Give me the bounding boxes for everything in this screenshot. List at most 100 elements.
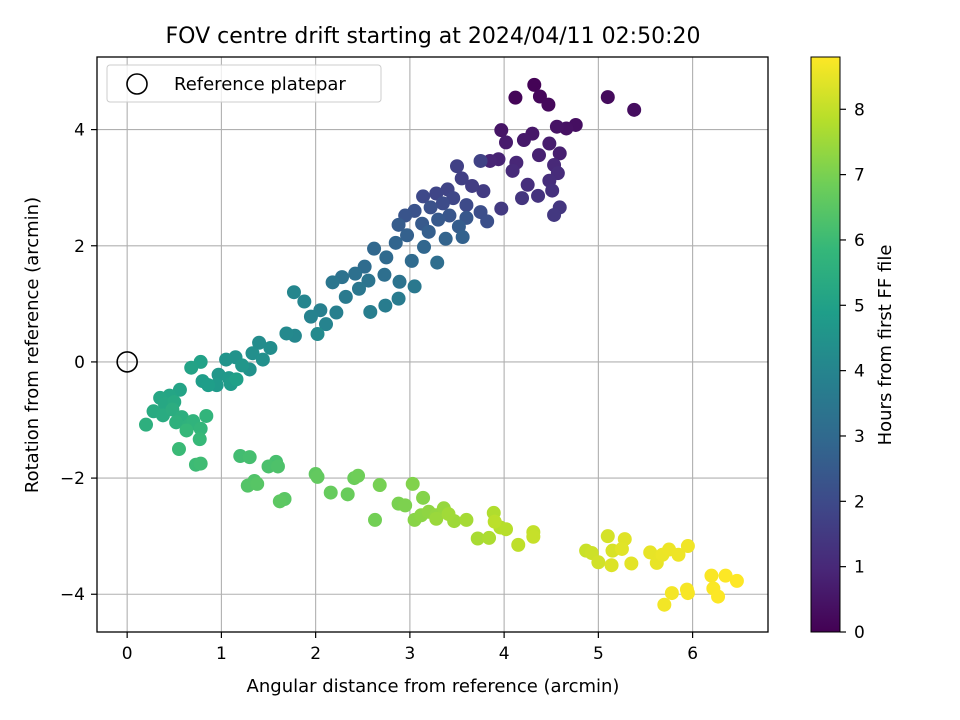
scatter-point: [297, 294, 312, 309]
scatter-point: [417, 239, 432, 254]
scatter-point: [680, 539, 695, 554]
scatter-point: [729, 573, 744, 588]
scatter-point: [455, 230, 470, 245]
scatter-point: [388, 235, 403, 250]
scatter-point: [627, 102, 642, 117]
scatter-point: [416, 490, 431, 505]
scatter-point: [459, 512, 474, 527]
scatter-point: [171, 442, 186, 457]
scatter-point: [470, 531, 485, 546]
scatter-point: [242, 450, 257, 465]
scatter-point: [511, 537, 526, 552]
scatter-point: [423, 200, 438, 215]
scatter-point: [319, 317, 334, 332]
scatter-point: [377, 267, 392, 282]
scatter-point: [323, 485, 338, 500]
x-tick-label: 6: [687, 644, 698, 664]
legend-label: Reference platepar: [174, 74, 346, 95]
x-tick-label: 2: [310, 644, 321, 664]
scatter-point: [351, 468, 366, 483]
data-points: [139, 77, 744, 612]
scatter-point: [545, 183, 560, 198]
scatter-point: [429, 511, 444, 526]
scatter-point: [711, 589, 726, 604]
scatter-point: [450, 159, 465, 174]
scatter-point: [441, 507, 456, 522]
scatter-point: [718, 568, 733, 583]
scatter-point: [499, 135, 514, 150]
legend: Reference platepar: [106, 64, 382, 103]
scatter-point: [348, 266, 363, 281]
scatter-point: [250, 476, 265, 491]
colorbar-tick-label: 0: [854, 623, 865, 643]
scatter-point: [192, 432, 207, 447]
x-tick-label: 0: [122, 644, 133, 664]
legend-box: [106, 64, 382, 103]
scatter-point: [438, 231, 453, 246]
scatter-point: [552, 146, 567, 161]
scatter-point: [310, 469, 325, 484]
scatter-point: [398, 498, 413, 513]
scatter-point: [229, 372, 244, 387]
scatter-point: [454, 171, 469, 186]
scatter-point: [361, 273, 376, 288]
scatter-point: [367, 241, 382, 256]
x-tick-label: 4: [499, 644, 510, 664]
y-tick-label: 4: [74, 121, 85, 141]
scatter-point: [272, 494, 287, 509]
scatter-point: [435, 196, 450, 211]
colorbar-tick-label: 1: [854, 558, 865, 578]
scatter-point: [482, 530, 497, 545]
scatter-point: [165, 402, 180, 417]
scatter-point: [172, 382, 187, 397]
scatter-point: [664, 586, 679, 601]
scatter-point: [480, 214, 495, 229]
scatter-point: [508, 90, 523, 105]
scatter-point: [405, 476, 420, 491]
grid-lines: [97, 57, 768, 632]
scatter-point: [604, 558, 619, 573]
scatter-point: [325, 275, 340, 290]
colorbar-tick-label: 3: [854, 427, 865, 447]
scatter-point: [255, 352, 270, 367]
reference-point-marker: [116, 351, 138, 373]
scatter-point: [169, 415, 184, 430]
scatter-point: [505, 163, 520, 178]
scatter-point: [270, 459, 285, 474]
scatter-point: [459, 198, 474, 213]
plot-frame: [96, 56, 769, 633]
scatter-point: [465, 178, 480, 193]
colorbar-tick-label: 5: [854, 296, 865, 316]
colorbar-tick-label: 2: [854, 492, 865, 512]
colorbar: [810, 56, 841, 633]
scatter-point: [542, 136, 557, 151]
scatter-point: [494, 123, 509, 138]
scatter-point: [199, 408, 214, 423]
scatter-point: [473, 153, 488, 168]
scatter-point: [671, 547, 686, 562]
scatter-point: [235, 358, 250, 373]
x-tick-label: 5: [593, 644, 604, 664]
chart-title: FOV centre drift starting at 2024/04/11 …: [166, 24, 701, 49]
scatter-point: [494, 201, 509, 216]
scatter-point: [338, 289, 353, 304]
scatter-point: [600, 529, 615, 544]
scatter-point: [400, 228, 415, 243]
scatter-point: [310, 327, 325, 342]
scatter-point: [614, 541, 629, 556]
scatter-point: [329, 305, 344, 320]
scatter-point: [404, 253, 419, 268]
scatter-point: [526, 529, 541, 544]
scatter-point: [193, 421, 208, 436]
scatter-point: [624, 556, 639, 571]
scatter-point: [391, 291, 406, 306]
x-axis-label: Angular distance from reference (arcmin): [247, 676, 620, 697]
scatter-point: [476, 184, 491, 199]
scatter-point: [351, 281, 366, 296]
scatter-point: [139, 417, 154, 432]
scatter-point: [245, 346, 260, 361]
scatter-point: [378, 298, 393, 313]
y-axis-ticks: −4 −2 0 2 4: [60, 121, 97, 605]
y-tick-label: −4: [60, 585, 85, 605]
